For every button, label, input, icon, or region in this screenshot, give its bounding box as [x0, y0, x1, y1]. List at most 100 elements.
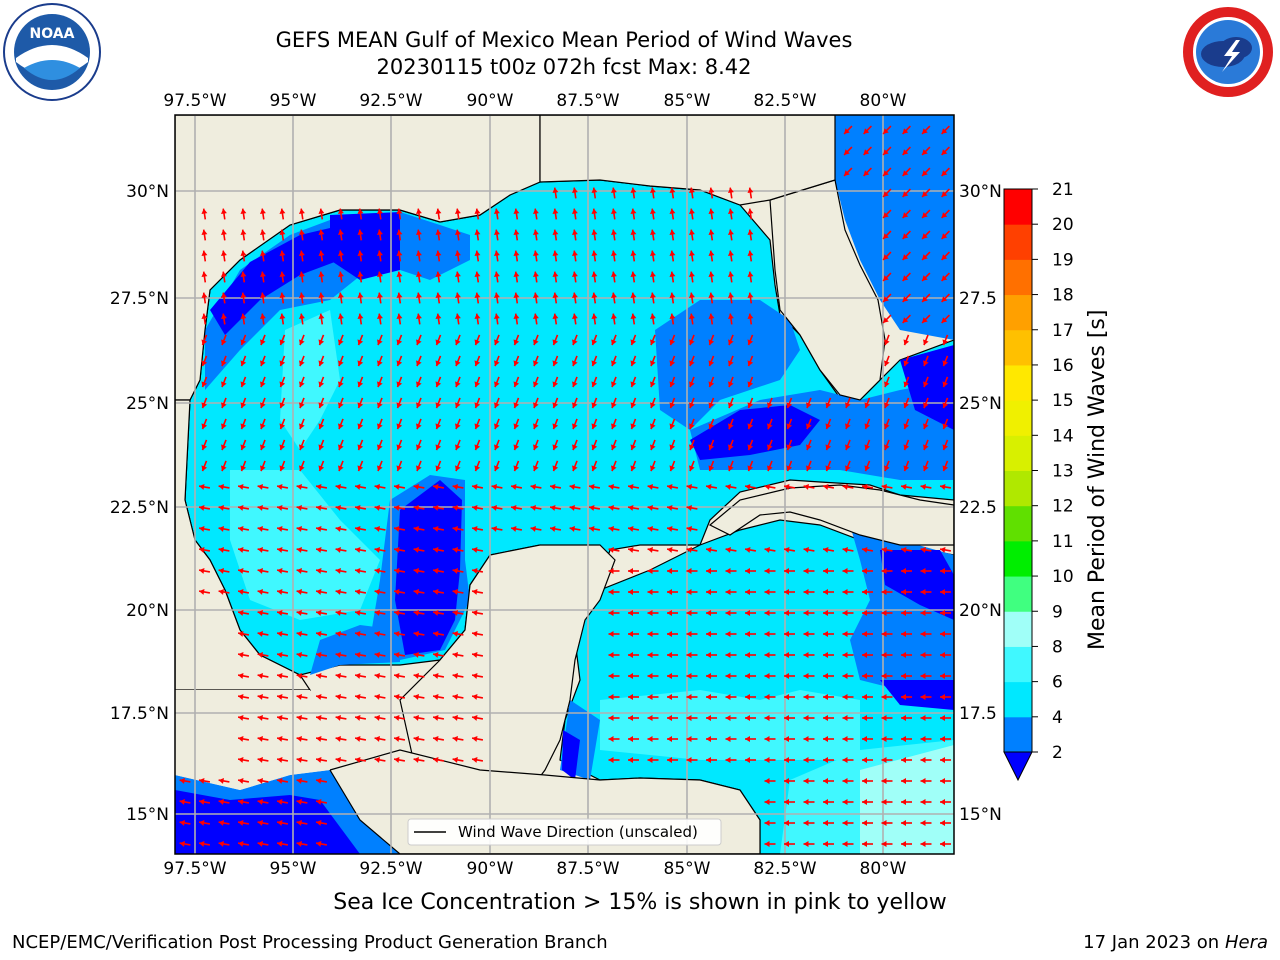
wind-arrow-head [901, 715, 906, 721]
wind-arrow-head [669, 250, 676, 256]
wind-arrow-head [413, 652, 419, 658]
wind-arrow-head [296, 673, 302, 679]
wind-arrow-head [513, 250, 520, 256]
wind-arrow-head [533, 381, 539, 388]
wind-arrow-head [883, 212, 889, 218]
wind-arrow-head [667, 652, 672, 658]
wind-arrow-head [942, 444, 949, 451]
wind-arrow-head [647, 589, 653, 595]
wind-arrow-head [221, 402, 227, 409]
wind-arrow-head [669, 271, 676, 277]
wind-arrow-head [902, 128, 909, 134]
wind-arrow-head [279, 271, 286, 277]
wind-arrow-head [667, 715, 672, 721]
wind-arrow-head [667, 526, 673, 532]
wind-arrow-head [257, 610, 263, 616]
wind-arrow-head [901, 757, 906, 763]
colorbar: 2 4 6 8 9 10 11 12 13 14 15 16 17 18 19 20 21 [1003, 180, 1074, 782]
colorbar-tick-label: 6 [1052, 673, 1063, 693]
wind-arrow-head [218, 820, 224, 826]
wind-arrow-head [377, 229, 383, 235]
wind-arrow-head [455, 444, 461, 451]
wind-arrow-head [277, 673, 283, 679]
wind-arrow-head [179, 778, 185, 784]
wind-arrow-head [725, 610, 731, 616]
wind-arrow-head [901, 568, 906, 574]
wind-arrow-head [199, 568, 205, 574]
wind-arrow-head [764, 694, 770, 700]
wind-arrow-head [764, 778, 770, 784]
wind-arrow-head [823, 589, 828, 595]
wind-arrow-head [394, 736, 400, 742]
wind-arrow-head [903, 444, 910, 451]
wind-arrow-head [863, 170, 870, 176]
wind-arrow-head [745, 547, 751, 553]
wind-arrow-head [318, 313, 325, 319]
wind-arrow-head [316, 841, 322, 847]
wind-arrow-head [433, 694, 439, 700]
wind-arrow-head [338, 444, 344, 451]
wind-arrow-head [669, 465, 676, 472]
wind-arrow-head [260, 465, 266, 472]
wind-arrow-head [335, 505, 341, 511]
wind-arrow-head [941, 212, 948, 218]
wind-arrow-head [277, 610, 283, 616]
wind-arrow-head [394, 610, 400, 616]
wind-arrow-head [884, 423, 890, 430]
wind-arrow-head [513, 313, 520, 319]
wind-arrow-head [884, 381, 890, 388]
wind-arrow-head [784, 841, 789, 847]
colorbar-tick-label: 12 [1052, 497, 1074, 517]
wind-wave-arrows [179, 125, 952, 847]
wind-arrow-head [669, 313, 676, 319]
wind-arrow-head [296, 841, 302, 847]
lon-label-top: 85°W [664, 91, 711, 111]
wind-arrow-head [569, 505, 575, 511]
wind-arrow-head [452, 526, 458, 532]
wind-arrow-head [591, 381, 598, 388]
wind-arrow-head [455, 339, 461, 346]
wind-arrow-head [296, 799, 302, 805]
wind-arrow-head [611, 360, 617, 367]
wind-arrow-head [901, 631, 906, 637]
colorbar-segment [1004, 294, 1032, 331]
wind-arrow-head [240, 360, 247, 367]
wind-arrow-head [903, 381, 910, 388]
wind-arrow-head [199, 778, 205, 784]
wind-arrow-head [903, 360, 910, 367]
wind-arrow-head [842, 652, 848, 658]
wind-arrow-head [728, 271, 734, 277]
wind-arrow-head [299, 229, 305, 235]
wind-arrow-head [706, 631, 711, 637]
wind-arrow-head [608, 736, 614, 742]
wind-arrow-head [608, 547, 614, 553]
wind-arrow-head [667, 568, 672, 574]
wind-arrow-head [881, 589, 887, 595]
wind-arrow-head [708, 313, 715, 319]
wind-arrow-head [764, 715, 770, 721]
wind-arrow-head [199, 589, 205, 595]
chart-title: GEFS MEAN Gulf of Mexico Mean Period of … [275, 28, 853, 52]
wind-arrow-head [435, 360, 442, 367]
wind-arrow-head [784, 673, 789, 679]
wind-arrow-head [257, 736, 263, 742]
wind-arrow-head [394, 505, 400, 511]
wind-arrow-head [221, 444, 227, 451]
wind-arrow-head [533, 313, 539, 319]
wind-arrow-head [338, 313, 344, 319]
wind-arrow-head [706, 736, 711, 742]
gridlines [175, 115, 954, 854]
wind-arrow-head [513, 339, 520, 346]
wind-arrow-head [221, 229, 227, 235]
wind-arrow-head [552, 402, 559, 409]
wind-arrow-head [881, 778, 887, 784]
wind-arrow-head [864, 423, 871, 430]
wind-arrow-head [902, 317, 909, 323]
wind-arrow-head [413, 694, 419, 700]
wind-arrow-head [296, 694, 302, 700]
wind-arrow-head [416, 423, 422, 430]
wind-arrow-head [842, 673, 848, 679]
wind-arrow-head [806, 423, 812, 430]
wind-arrow-head [257, 757, 263, 763]
map-frame [174, 114, 955, 855]
